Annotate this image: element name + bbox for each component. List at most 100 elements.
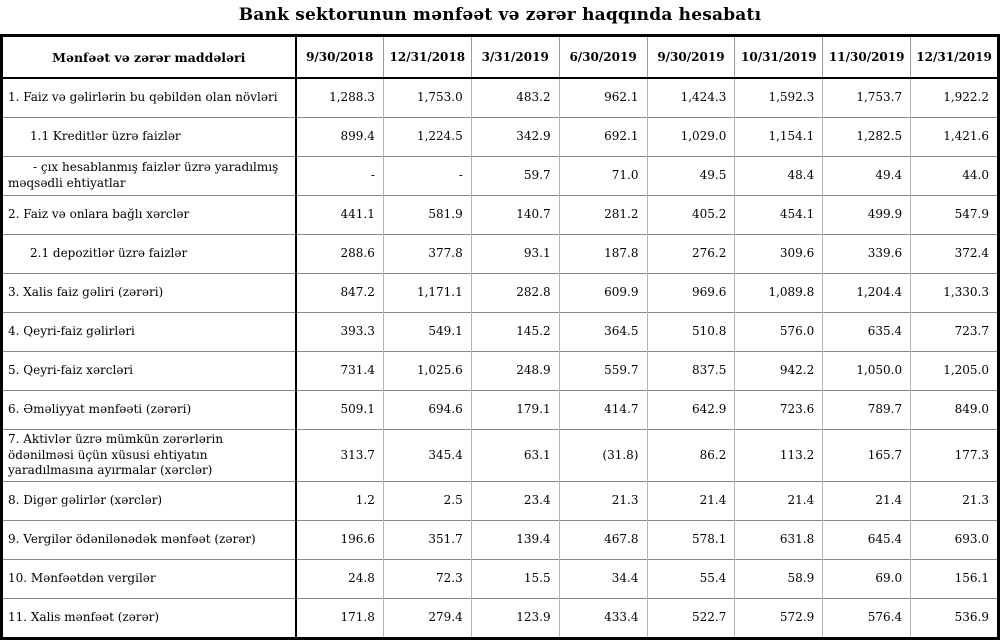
cell-value: 44.0 <box>910 156 999 196</box>
cell-value: 405.2 <box>646 195 735 235</box>
cell-value: 165.7 <box>822 429 911 482</box>
column-header-date: 10/31/2019 <box>734 35 823 79</box>
row-label: 1.1 Kreditlər üzrə faizlər <box>1 117 297 157</box>
table-header-row: Mənfəət və zərər maddələri 9/30/2018 12/31… <box>1 35 999 79</box>
cell-value: 49.4 <box>822 156 911 196</box>
column-header-date: 6/30/2019 <box>558 35 647 79</box>
row-label: 6. Əməliyyat mənfəəti (zərəri) <box>1 390 297 430</box>
cell-value: 21.4 <box>822 480 911 521</box>
cell-value: 969.6 <box>646 273 735 313</box>
cell-value: 536.9 <box>910 597 999 639</box>
row-label: 4. Qeyri-faiz gəlirləri <box>1 312 297 352</box>
column-header-items: Mənfəət və zərər maddələri <box>1 35 297 79</box>
cell-value: 414.7 <box>558 390 647 430</box>
cell-value: 393.3 <box>295 312 384 352</box>
row-label: 7. Aktivlər üzrə mümkün zərərlərin ödəni… <box>1 429 297 482</box>
row-label: 11. Xalis mənfəət (zərər) <box>1 597 297 639</box>
profit-loss-table: Mənfəət və zərər maddələri 9/30/2018 12/31… <box>0 34 1000 640</box>
column-header-date: 3/31/2019 <box>470 35 560 79</box>
table-row: 1.1 Kreditlər üzrə faizlər 899.4 1,224.5 34… <box>1 117 999 157</box>
cell-value: 1,424.3 <box>646 77 735 118</box>
cell-value: 1,282.5 <box>822 117 911 157</box>
cell-value: 1,421.6 <box>910 117 999 157</box>
row-label: - çıx hesablanmış faizlər üzrə yaradılmı… <box>1 156 297 196</box>
table-row: 8. Digər gəlirlər (xərclər) 1.2 2.5 23.4 21.… <box>1 480 999 521</box>
table-row: 11. Xalis mənfəət (zərər) 171.8 279.4 123.9… <box>1 597 999 639</box>
column-header-date: 9/30/2019 <box>646 35 735 79</box>
cell-value: 1,224.5 <box>382 117 472 157</box>
cell-value: 1.2 <box>295 480 384 521</box>
cell-value: 645.4 <box>822 519 911 560</box>
cell-value: 2.5 <box>382 480 472 521</box>
cell-value: 847.2 <box>295 273 384 313</box>
table-row: 2.1 depozitlər üzrə faizlər 288.6 377.8 93.… <box>1 234 999 274</box>
cell-value: 723.6 <box>734 390 823 430</box>
row-label: 9. Vergilər ödənilənədək mənfəət (zərər) <box>1 519 297 560</box>
cell-value: 559.7 <box>558 351 647 391</box>
row-label: 10. Mənfəətdən vergilər <box>1 558 297 599</box>
cell-value: 1,171.1 <box>382 273 472 313</box>
cell-value: 69.0 <box>822 558 911 599</box>
cell-value: 483.2 <box>470 77 560 118</box>
cell-value: (31.8) <box>558 429 647 482</box>
cell-value: 63.1 <box>470 429 560 482</box>
cell-value: 433.4 <box>558 597 647 639</box>
cell-value: 454.1 <box>734 195 823 235</box>
cell-value: 1,050.0 <box>822 351 911 391</box>
cell-value: 313.7 <box>295 429 384 482</box>
cell-value: 342.9 <box>470 117 560 157</box>
cell-value: 59.7 <box>470 156 560 196</box>
cell-value: 156.1 <box>910 558 999 599</box>
cell-value: 1,753.7 <box>822 77 911 118</box>
cell-value: 86.2 <box>646 429 735 482</box>
cell-value: 21.3 <box>910 480 999 521</box>
cell-value: 288.6 <box>295 234 384 274</box>
table-row: 3. Xalis faiz gəliri (zərəri) 847.2 1,171.… <box>1 273 999 313</box>
column-header-date: 12/31/2018 <box>382 35 472 79</box>
cell-value: 1,288.3 <box>295 77 384 118</box>
cell-value: 837.5 <box>646 351 735 391</box>
cell-value: 140.7 <box>470 195 560 235</box>
cell-value: 248.9 <box>470 351 560 391</box>
cell-value: 899.4 <box>295 117 384 157</box>
cell-value: 576.4 <box>822 597 911 639</box>
cell-value: 1,204.4 <box>822 273 911 313</box>
cell-value: 279.4 <box>382 597 472 639</box>
cell-value: 1,154.1 <box>734 117 823 157</box>
table-row: 10. Mənfəətdən vergilər 24.8 72.3 15.5 34.4 5… <box>1 558 999 599</box>
cell-value: 276.2 <box>646 234 735 274</box>
cell-value: 71.0 <box>558 156 647 196</box>
cell-value: 1,025.6 <box>382 351 472 391</box>
row-label: 2. Faiz və onlara bağlı xərclər <box>1 195 297 235</box>
cell-value: 21.4 <box>734 480 823 521</box>
cell-value: 576.0 <box>734 312 823 352</box>
cell-value: 942.2 <box>734 351 823 391</box>
cell-value: 15.5 <box>470 558 560 599</box>
cell-value: 731.4 <box>295 351 384 391</box>
cell-value: 196.6 <box>295 519 384 560</box>
cell-value: 1,922.2 <box>910 77 999 118</box>
cell-value: 21.3 <box>558 480 647 521</box>
cell-value: 581.9 <box>382 195 472 235</box>
cell-value: 789.7 <box>822 390 911 430</box>
cell-value: 962.1 <box>558 77 647 118</box>
cell-value: 631.8 <box>734 519 823 560</box>
cell-value: - <box>295 156 384 196</box>
cell-value: 21.4 <box>646 480 735 521</box>
row-label: 3. Xalis faiz gəliri (zərəri) <box>1 273 297 313</box>
cell-value: 642.9 <box>646 390 735 430</box>
cell-value: 1,592.3 <box>734 77 823 118</box>
cell-value: 281.2 <box>558 195 647 235</box>
cell-value: 609.9 <box>558 273 647 313</box>
cell-value: 694.6 <box>382 390 472 430</box>
cell-value: 723.7 <box>910 312 999 352</box>
cell-value: 113.2 <box>734 429 823 482</box>
report-title: Bank sektorunun mənfəət və zərər haqqınd… <box>238 5 762 25</box>
table-body: 1. Faiz və gəlirlərin bu qəbildən olan n… <box>1 77 999 639</box>
cell-value: - <box>382 156 472 196</box>
cell-value: 93.1 <box>470 234 560 274</box>
cell-value: 48.4 <box>734 156 823 196</box>
cell-value: 1,029.0 <box>646 117 735 157</box>
row-label: 2.1 depozitlər üzrə faizlər <box>1 234 297 274</box>
cell-value: 441.1 <box>295 195 384 235</box>
